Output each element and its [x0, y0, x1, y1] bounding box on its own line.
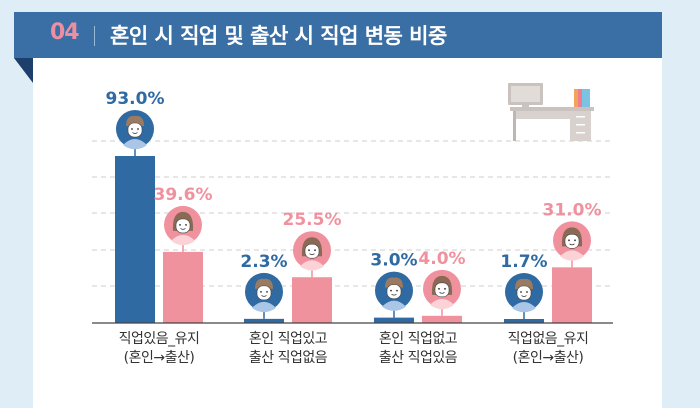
data-label: 31.0%	[543, 200, 602, 220]
bar	[163, 251, 203, 323]
office-desk-icon	[508, 83, 594, 141]
category-label: 직업있음_유지 (혼인→출산)	[84, 330, 234, 368]
banner-fold	[14, 58, 33, 83]
category-label-line: (혼인→출산)	[123, 350, 195, 366]
bar	[292, 277, 332, 323]
bars: 93.0% 2.3% 3.0% 1.7% 39.6% 25.5% 4.0% 31.0%	[106, 89, 602, 323]
male-avatar-icon	[505, 273, 543, 313]
category-label-line: 직업있음_유지	[118, 331, 200, 347]
female-avatar-icon	[553, 221, 591, 261]
data-label: 1.7%	[500, 252, 547, 272]
page-title: 혼인 시 직업 및 출산 시 직업 변동 비중	[110, 24, 447, 48]
female-avatar-icon	[423, 269, 461, 310]
title-banner: 04 혼인 시 직업 및 출산 시 직업 변동 비중	[14, 12, 662, 58]
category-label-line: (혼인→출산)	[512, 350, 584, 366]
title-divider	[94, 26, 95, 46]
category-label-line: 직업없음_유지	[507, 331, 589, 347]
data-label: 25.5%	[283, 210, 342, 230]
section-number: 04	[50, 20, 80, 45]
data-label: 2.3%	[240, 252, 287, 272]
bar	[244, 318, 284, 323]
category-label-line: 혼인 직업있고	[248, 331, 328, 347]
category-label-line: 출산 직업없음	[248, 350, 328, 366]
category-label-line: 혼인 직업없고	[378, 331, 458, 347]
female-avatar-icon	[164, 205, 202, 246]
male-avatar-icon	[375, 271, 413, 311]
male-avatar-icon	[116, 110, 154, 150]
category-label: 직업없음_유지 (혼인→출산)	[473, 330, 623, 368]
data-label: 93.0%	[106, 89, 165, 109]
bar	[504, 319, 544, 323]
category-label-line: 출산 직업있음	[378, 350, 458, 366]
male-avatar-icon	[245, 272, 283, 313]
data-label: 39.6%	[154, 185, 213, 205]
bar	[374, 317, 414, 323]
data-label: 4.0%	[418, 249, 465, 269]
bar	[422, 315, 462, 323]
bar	[115, 156, 155, 323]
female-avatar-icon	[293, 231, 331, 271]
data-label: 3.0%	[370, 251, 417, 271]
bar	[552, 267, 592, 323]
